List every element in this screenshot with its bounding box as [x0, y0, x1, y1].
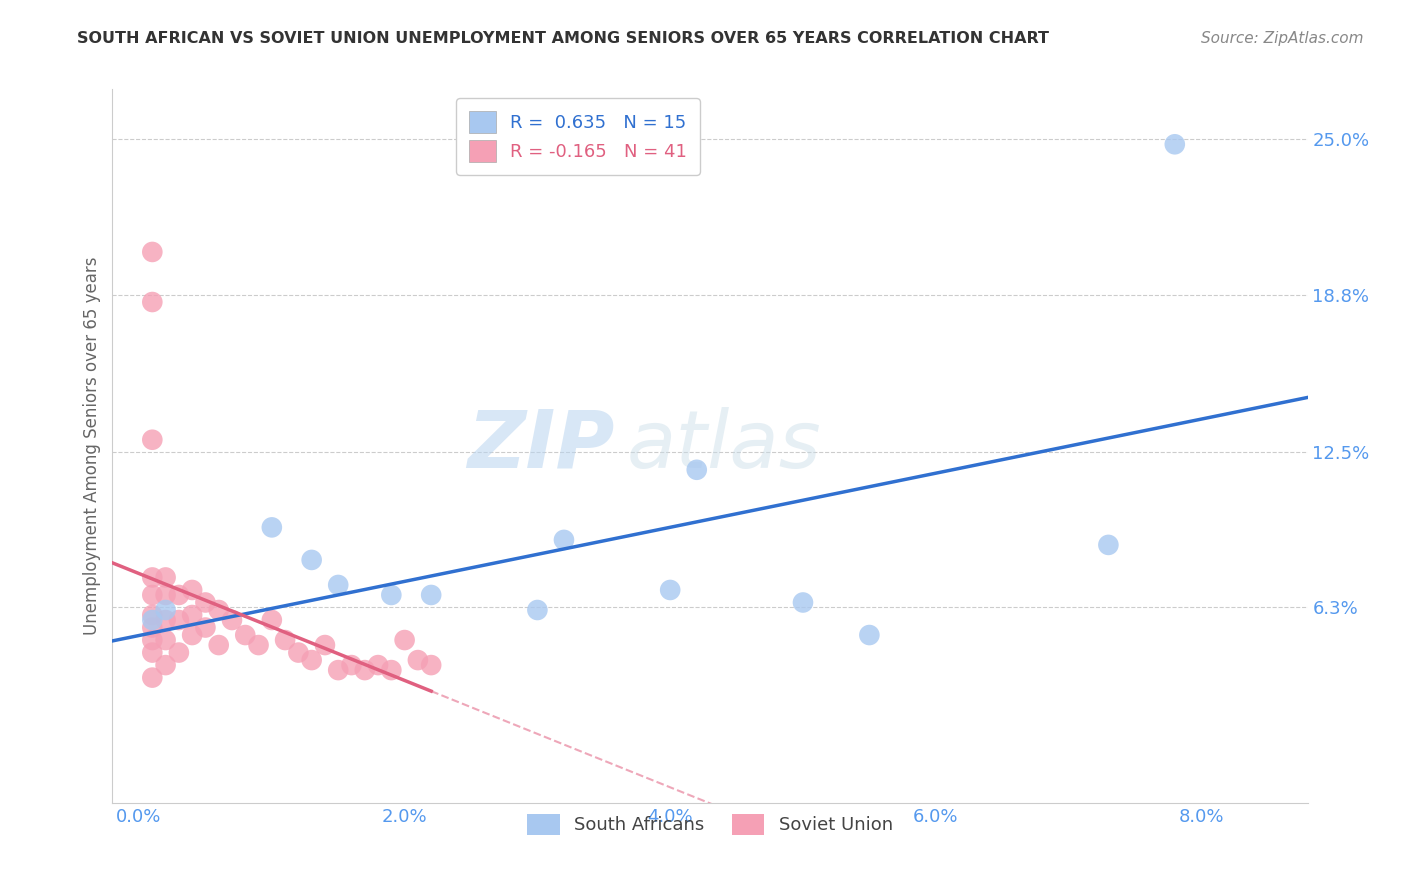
Point	[208, 603, 231, 617]
Point	[141, 607, 163, 622]
Point	[328, 663, 350, 677]
Point	[155, 588, 177, 602]
Point	[141, 646, 163, 660]
Point	[526, 603, 548, 617]
Point	[167, 613, 190, 627]
Point	[141, 570, 163, 584]
Point	[181, 607, 204, 622]
Text: SOUTH AFRICAN VS SOVIET UNION UNEMPLOYMENT AMONG SENIORS OVER 65 YEARS CORRELATI: SOUTH AFRICAN VS SOVIET UNION UNEMPLOYME…	[77, 31, 1049, 46]
Point	[420, 658, 443, 673]
Point	[167, 646, 190, 660]
Point	[394, 633, 416, 648]
Point	[141, 613, 163, 627]
Point	[301, 553, 323, 567]
Point	[141, 588, 163, 602]
Point	[287, 646, 309, 660]
Point	[181, 582, 204, 597]
Point	[221, 613, 243, 627]
Point	[301, 653, 323, 667]
Point	[858, 628, 880, 642]
Point	[274, 633, 297, 648]
Point	[340, 658, 363, 673]
Point	[141, 295, 163, 310]
Point	[659, 582, 682, 597]
Point	[167, 588, 190, 602]
Point	[1097, 538, 1119, 552]
Point	[141, 433, 163, 447]
Point	[141, 244, 163, 259]
Point	[155, 570, 177, 584]
Point	[553, 533, 575, 547]
Point	[406, 653, 429, 667]
Text: atlas: atlas	[627, 407, 821, 485]
Point	[155, 613, 177, 627]
Point	[181, 628, 204, 642]
Point	[328, 578, 350, 592]
Point	[208, 638, 231, 652]
Point	[141, 671, 163, 685]
Point	[367, 658, 389, 673]
Point	[141, 621, 163, 635]
Point	[420, 588, 443, 602]
Point	[380, 663, 402, 677]
Point	[141, 633, 163, 648]
Point	[1164, 137, 1187, 152]
Text: ZIP: ZIP	[467, 407, 614, 485]
Point	[247, 638, 270, 652]
Point	[260, 613, 283, 627]
Point	[792, 595, 814, 609]
Point	[353, 663, 375, 677]
Y-axis label: Unemployment Among Seniors over 65 years: Unemployment Among Seniors over 65 years	[83, 257, 101, 635]
Point	[155, 633, 177, 648]
Point	[260, 520, 283, 534]
Point	[314, 638, 336, 652]
Point	[380, 588, 402, 602]
Point	[686, 463, 709, 477]
Point	[155, 603, 177, 617]
Point	[155, 658, 177, 673]
Point	[194, 595, 217, 609]
Point	[194, 621, 217, 635]
Point	[233, 628, 256, 642]
Text: Source: ZipAtlas.com: Source: ZipAtlas.com	[1201, 31, 1364, 46]
Legend: South Africans, Soviet Union: South Africans, Soviet Union	[519, 805, 901, 844]
